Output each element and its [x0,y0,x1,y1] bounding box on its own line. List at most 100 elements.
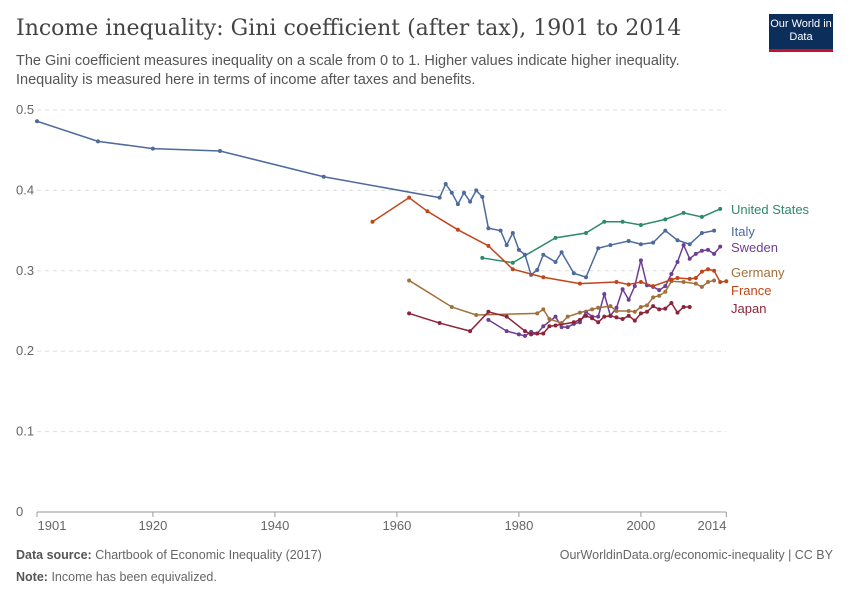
data-point [535,267,540,272]
data-point [724,279,729,284]
data-point [608,313,613,318]
data-point [559,325,564,330]
data-point [584,231,588,236]
data-point [596,246,601,251]
data-point [675,259,680,264]
data-point [462,190,466,195]
y-tick-label: 0.2 [16,343,34,358]
data-point [699,269,704,274]
data-point [651,304,656,309]
note-label: Note: [16,570,48,584]
series-label: France [731,283,771,298]
series-label: Sweden [731,240,778,255]
data-point [407,278,412,283]
data-point [657,293,662,298]
data-point [699,231,704,236]
data-point [699,248,704,253]
data-point [443,181,448,186]
data-point [663,284,668,289]
data-point [590,307,595,312]
data-point [687,304,692,309]
data-point [706,247,710,252]
data-point [675,276,680,281]
data-point [449,304,454,309]
data-point [712,228,717,233]
data-point [474,313,479,318]
data-point [535,331,540,336]
data-point [449,190,454,195]
data-point [718,244,723,249]
data-point [687,276,692,281]
data-point [620,219,625,224]
x-tick-label: 2000 [626,518,655,533]
data-point [706,267,710,272]
data-point [645,309,649,314]
data-point [681,243,686,248]
source-text: Chartbook of Economic Inequality (2017) [95,548,322,562]
data-point [486,309,491,314]
y-tick-label: 0.3 [16,263,34,278]
data-point [547,324,552,329]
data-point [638,280,643,285]
data-point [596,320,601,325]
data-point [669,300,674,305]
data-point [620,287,625,292]
data-point [681,210,686,215]
series-label: Italy [731,224,755,239]
data-point [523,329,527,334]
data-point [626,309,631,313]
data-point [693,276,698,281]
line-chart: 0 0.1 0.2 0.3 0.4 0.5 1901 1920 1940 1960 1980 2000… [16,102,810,533]
data-point [638,222,643,227]
y-tick-label: 0.5 [16,102,34,117]
x-tick-label: 2014 [698,518,727,533]
data-point [35,119,39,124]
data-point [504,314,509,319]
data-point [468,329,473,334]
data-point [657,307,662,312]
data-point [577,281,582,286]
data-point [486,243,491,248]
data-point [455,202,460,207]
data-point [632,309,637,314]
source-url[interactable]: OurWorldinData.org/economic-inequality |… [559,548,833,562]
data-point [626,282,631,287]
data-point [96,139,100,144]
data-point [663,289,668,294]
data-point [693,251,698,256]
x-tick-label: 1901 [38,518,67,533]
data-point [516,247,521,252]
data-point [571,320,576,325]
data-point [632,284,637,289]
data-point [407,195,412,200]
data-point [486,317,491,322]
data-point [626,297,631,302]
data-point [681,280,686,285]
owid-logo[interactable]: Our World in Data [769,14,833,52]
data-point [651,240,656,245]
data-point [541,275,546,280]
data-point [699,284,704,289]
data-point [370,219,375,224]
data-point [602,314,607,319]
data-point [712,268,717,273]
data-point [638,311,643,316]
data-point [474,188,479,193]
data-point [602,292,607,297]
data-point [693,281,698,286]
data-point [632,318,637,323]
data-point [541,252,546,257]
data-point [541,324,546,329]
data-point [571,271,576,276]
data-source: Data source: Chartbook of Economic Inequ… [16,548,322,562]
data-point [614,305,619,310]
data-point [584,275,588,280]
source-label: Data source: [16,548,92,562]
data-point [523,333,527,338]
chart-subtitle: The Gini coefficient measures inequality… [16,53,680,88]
data-point [669,277,674,282]
data-point [480,194,485,199]
data-point [645,303,649,308]
data-point [541,307,546,312]
data-point [437,195,442,200]
